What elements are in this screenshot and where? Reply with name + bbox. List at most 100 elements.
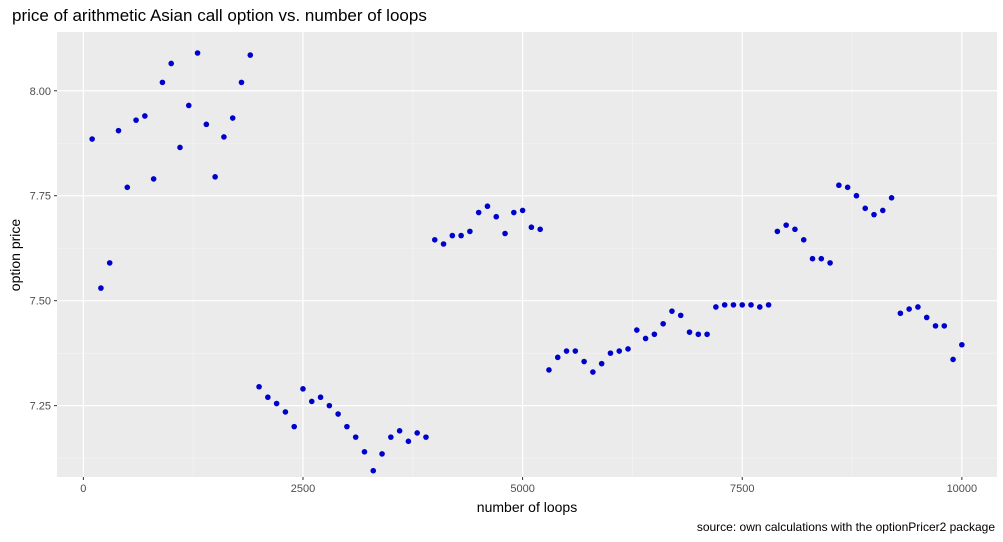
- data-point: [642, 335, 649, 342]
- data-point: [440, 241, 447, 247]
- x-tick-label: 10000: [947, 483, 978, 495]
- data-point: [519, 207, 526, 214]
- data-point: [721, 302, 728, 308]
- data-point: [335, 411, 341, 417]
- data-point: [124, 184, 131, 191]
- data-point: [133, 117, 139, 123]
- data-point: [317, 394, 324, 401]
- y-tick-label: 7.25: [30, 401, 51, 413]
- data-point: [906, 306, 912, 312]
- data-point: [300, 386, 306, 392]
- data-point: [475, 209, 482, 216]
- data-point: [686, 329, 693, 335]
- data-point: [361, 449, 368, 455]
- data-point: [888, 195, 895, 201]
- data-point: [818, 255, 825, 262]
- plot-panel: [57, 32, 997, 477]
- data-point: [238, 79, 245, 86]
- data-point: [879, 207, 886, 214]
- data-point: [959, 341, 965, 348]
- x-tick-label: 7500: [730, 483, 754, 495]
- data-point: [572, 348, 579, 354]
- data-point: [713, 304, 719, 310]
- data-point: [150, 176, 157, 182]
- data-point: [265, 394, 271, 401]
- data-point: [625, 346, 631, 352]
- data-point: [493, 213, 500, 220]
- x-axis-title: number of loops: [477, 499, 577, 515]
- data-point: [844, 184, 851, 191]
- data-point: [484, 203, 491, 210]
- chart-caption: source: own calculations with the option…: [696, 520, 995, 534]
- data-point: [458, 232, 464, 239]
- data-point: [502, 230, 508, 237]
- data-point: [511, 209, 517, 216]
- data-point: [695, 331, 702, 338]
- data-point: [651, 331, 658, 338]
- data-point: [291, 423, 297, 430]
- data-point: [774, 228, 781, 235]
- data-point: [827, 260, 833, 266]
- chart-title: price of arithmetic Asian call option vs…: [12, 6, 427, 25]
- data-point: [800, 237, 807, 243]
- y-axis: 7.25 7.50 7.75 8.00: [30, 86, 57, 413]
- data-point: [923, 314, 930, 321]
- data-point: [467, 228, 473, 235]
- data-point: [757, 304, 763, 310]
- data-point: [563, 348, 570, 354]
- data-point: [748, 302, 754, 308]
- data-point: [379, 451, 385, 457]
- data-point: [396, 428, 403, 434]
- data-point: [598, 360, 605, 367]
- data-point: [273, 400, 280, 407]
- data-point: [836, 182, 842, 189]
- data-point: [809, 255, 816, 262]
- x-tick-label: 0: [80, 483, 86, 495]
- data-point: [115, 127, 122, 134]
- data-point: [221, 134, 227, 140]
- data-point: [660, 320, 666, 327]
- data-point: [634, 327, 640, 333]
- data-point: [256, 383, 262, 390]
- data-point: [308, 398, 315, 405]
- data-point: [528, 224, 535, 231]
- data-point: [431, 237, 438, 243]
- data-point: [704, 331, 710, 338]
- y-axis-title: option price: [7, 219, 23, 292]
- x-tick-label: 5000: [510, 483, 534, 495]
- data-point: [185, 102, 192, 109]
- data-point: [853, 192, 860, 199]
- data-point: [414, 430, 420, 436]
- data-point: [677, 312, 684, 319]
- data-point: [106, 260, 113, 266]
- data-point: [326, 402, 333, 409]
- data-point: [352, 434, 359, 440]
- data-point: [177, 144, 183, 151]
- data-point: [915, 304, 921, 310]
- data-points: [89, 50, 965, 474]
- data-point: [792, 226, 798, 233]
- data-point: [423, 434, 429, 440]
- data-point: [616, 348, 623, 354]
- data-point: [783, 222, 789, 228]
- data-point: [862, 205, 869, 212]
- data-point: [590, 369, 596, 375]
- data-point: [370, 467, 377, 474]
- x-tick-label: 2500: [291, 483, 315, 495]
- data-point: [554, 354, 561, 361]
- data-point: [282, 409, 289, 415]
- data-point: [546, 367, 552, 373]
- grid-minor: [57, 32, 997, 477]
- data-point: [247, 52, 254, 58]
- y-tick-label: 8.00: [30, 86, 51, 98]
- data-point: [405, 438, 412, 445]
- data-point: [203, 121, 210, 128]
- data-point: [449, 232, 456, 239]
- data-point: [765, 302, 772, 308]
- data-point: [932, 323, 939, 329]
- data-point: [897, 310, 904, 317]
- data-point: [669, 308, 675, 314]
- y-tick-label: 7.50: [30, 296, 51, 308]
- x-axis: 0 2500 5000 7500 10000: [80, 477, 977, 495]
